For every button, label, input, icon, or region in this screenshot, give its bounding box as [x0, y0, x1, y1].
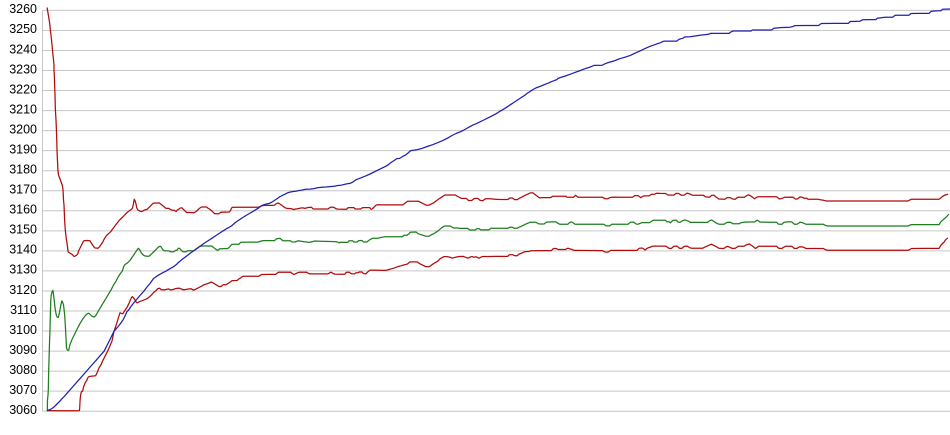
- svg-text:3090: 3090: [9, 343, 37, 357]
- svg-text:3120: 3120: [9, 283, 37, 297]
- svg-text:3250: 3250: [9, 22, 37, 36]
- svg-text:3060: 3060: [9, 403, 37, 417]
- svg-text:3220: 3220: [9, 82, 37, 96]
- svg-text:3190: 3190: [9, 142, 37, 156]
- svg-text:3160: 3160: [9, 203, 37, 217]
- svg-text:3130: 3130: [9, 263, 37, 277]
- svg-text:3100: 3100: [9, 323, 37, 337]
- svg-text:3170: 3170: [9, 183, 37, 197]
- svg-text:3110: 3110: [10, 303, 37, 317]
- svg-text:3080: 3080: [9, 363, 37, 377]
- svg-text:3150: 3150: [9, 223, 37, 237]
- svg-text:3240: 3240: [9, 42, 37, 56]
- svg-text:3070: 3070: [9, 383, 37, 397]
- svg-text:3230: 3230: [9, 62, 37, 76]
- svg-text:3260: 3260: [9, 2, 37, 16]
- svg-text:3180: 3180: [9, 163, 37, 177]
- svg-text:3200: 3200: [9, 122, 37, 136]
- svg-text:3210: 3210: [9, 102, 37, 116]
- svg-text:3140: 3140: [9, 243, 37, 257]
